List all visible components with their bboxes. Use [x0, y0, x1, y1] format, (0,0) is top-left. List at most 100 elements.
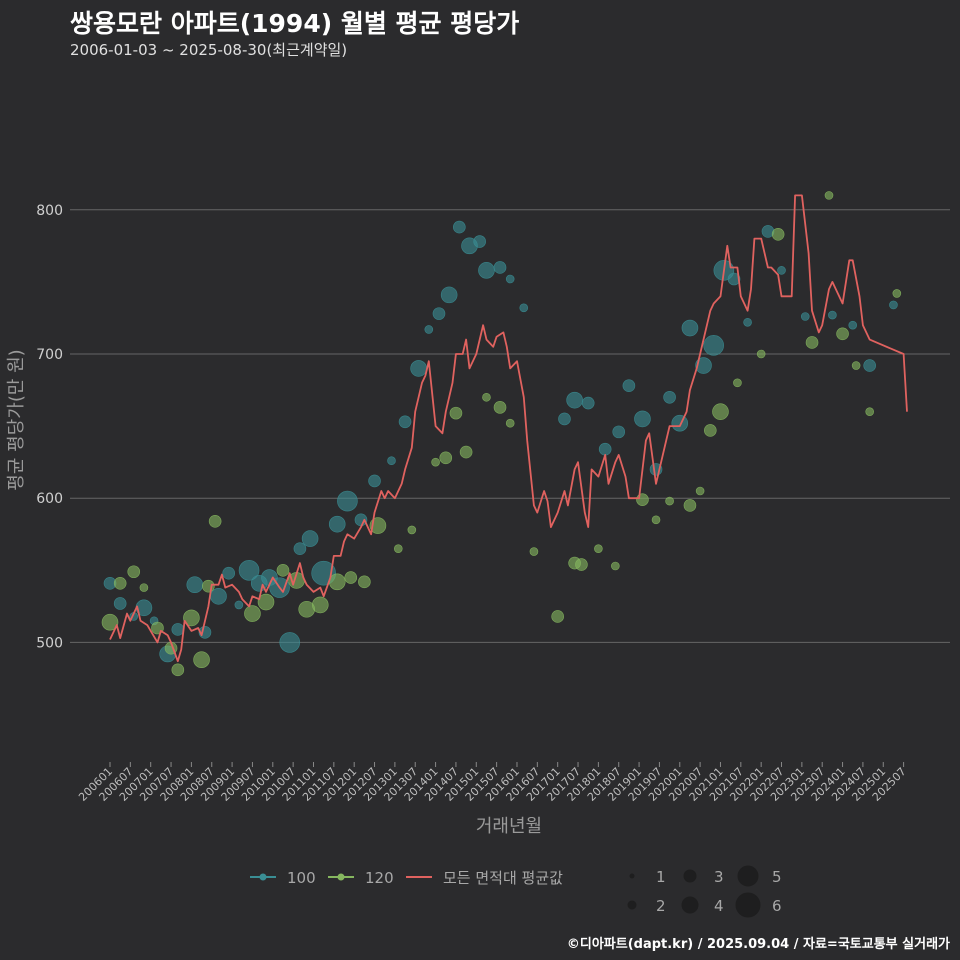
bubble-120 [733, 378, 742, 388]
bubble-100 [681, 319, 699, 337]
bubble-100 [234, 600, 244, 610]
bubble-100 [727, 272, 741, 286]
legend-size-dot-4 [681, 896, 699, 914]
bubble-100 [424, 325, 434, 334]
bubble-120 [756, 349, 766, 359]
bubble-120 [683, 499, 697, 512]
legend-size-dot-1 [629, 873, 635, 879]
bubble-120 [594, 544, 603, 553]
bubble-120 [358, 575, 371, 589]
bubble-120 [695, 486, 705, 496]
bubble-120 [328, 573, 346, 591]
bubble-120 [703, 424, 717, 437]
bubble-100 [493, 261, 507, 274]
bubble-100 [848, 320, 858, 330]
bubble-100 [777, 266, 786, 275]
legend: 100 120 모든 면적대 평균값 1 2 3 4 5 6 [250, 865, 782, 918]
bubble-100 [337, 490, 358, 512]
bubble-120 [651, 515, 661, 525]
bubble-120 [171, 663, 185, 677]
bubble-100 [113, 597, 127, 610]
legend-size-dot-2 [627, 900, 637, 910]
bubble-100 [671, 414, 689, 432]
bubble-100 [743, 317, 752, 327]
bubble-100 [368, 474, 381, 488]
bubble-100 [663, 390, 676, 404]
bubble-100 [703, 335, 724, 356]
bubble-120 [459, 445, 473, 459]
bubble-100 [210, 587, 227, 605]
legend-key-dot-1 [337, 873, 345, 881]
bubble-120 [244, 605, 261, 622]
bubble-100 [598, 442, 612, 456]
y-tick-labels: 500 600 700 800 [36, 203, 63, 652]
y-axis-label: 평균 평당가(만 원) [6, 349, 27, 490]
bubble-120 [344, 571, 358, 584]
chart-title: 쌍용모란 아파트(1994) 월별 평균 평당가 [70, 9, 520, 38]
average-line-layer [109, 194, 908, 663]
bubble-100 [478, 262, 495, 279]
bubble-120 [493, 401, 507, 414]
bubble-100 [410, 360, 427, 377]
bubble-100 [279, 632, 301, 653]
bubble-120 [575, 558, 588, 571]
bubble-120 [208, 514, 222, 528]
bubble-100 [828, 310, 837, 320]
bubble-100 [398, 415, 412, 429]
bubble-120 [311, 596, 329, 614]
footer-credit: ©디아파트(dapt.kr) / 2025.09.04 / 자료=국토교통부 실… [566, 937, 950, 952]
legend-size-label-3: 3 [714, 868, 724, 886]
bubble-100 [634, 410, 651, 428]
bubble-120 [771, 228, 785, 241]
bubble-100 [695, 357, 712, 374]
y-tick-800: 800 [36, 203, 63, 219]
legend-size-label-2: 2 [656, 897, 666, 915]
bubble-100 [186, 576, 204, 594]
bubble-120 [276, 564, 290, 577]
bubble-100 [328, 515, 346, 533]
legend-key-dot-0 [259, 873, 267, 881]
bubble-120 [611, 561, 620, 571]
legend-size-dot-5 [737, 865, 759, 887]
x-axis-label: 거래년월 [476, 816, 542, 837]
bubble-100 [293, 542, 307, 555]
legend-size-label-4: 4 [714, 897, 724, 915]
legend-size-dot-6 [735, 892, 761, 918]
legend-size-label-6: 6 [772, 897, 782, 915]
legend-size-label-1: 1 [656, 868, 666, 886]
bubble-100 [387, 456, 396, 466]
bubble-100 [612, 425, 626, 439]
bubble-120 [431, 457, 440, 467]
chart-subtitle: 2006-01-03 ~ 2025-08-30(최근계약일) [70, 41, 348, 59]
bubble-120 [393, 544, 403, 553]
bubble-100 [889, 300, 898, 310]
bubble-120 [529, 547, 539, 556]
bubble-120 [257, 593, 275, 611]
bubble-100 [581, 396, 595, 410]
legend-label-0: 100 [287, 869, 316, 887]
bubble-120 [202, 579, 215, 593]
bubble-120 [407, 525, 417, 535]
bubble-100 [622, 379, 636, 393]
bubble-120 [665, 496, 674, 506]
bubble-120 [851, 361, 861, 370]
bubble-120 [439, 451, 453, 465]
x-tick-labels: 2006012006072007012007072008012008072009… [76, 762, 909, 804]
bubble-100 [453, 220, 466, 234]
bubble-100 [505, 274, 515, 284]
bubble-100 [301, 530, 319, 547]
bubble-120 [101, 613, 119, 631]
bubble-100 [171, 623, 185, 636]
bubble-120 [113, 576, 127, 590]
bubble-120 [865, 407, 874, 416]
bubble-120 [836, 327, 849, 341]
bubble-120 [127, 565, 141, 579]
bubble-100 [432, 307, 446, 320]
average-line [109, 194, 908, 663]
bubble-120 [139, 583, 149, 592]
bubble-100 [566, 391, 583, 409]
y-tick-500: 500 [36, 635, 63, 651]
bubble-100 [863, 359, 876, 372]
bubble-100 [222, 566, 236, 580]
